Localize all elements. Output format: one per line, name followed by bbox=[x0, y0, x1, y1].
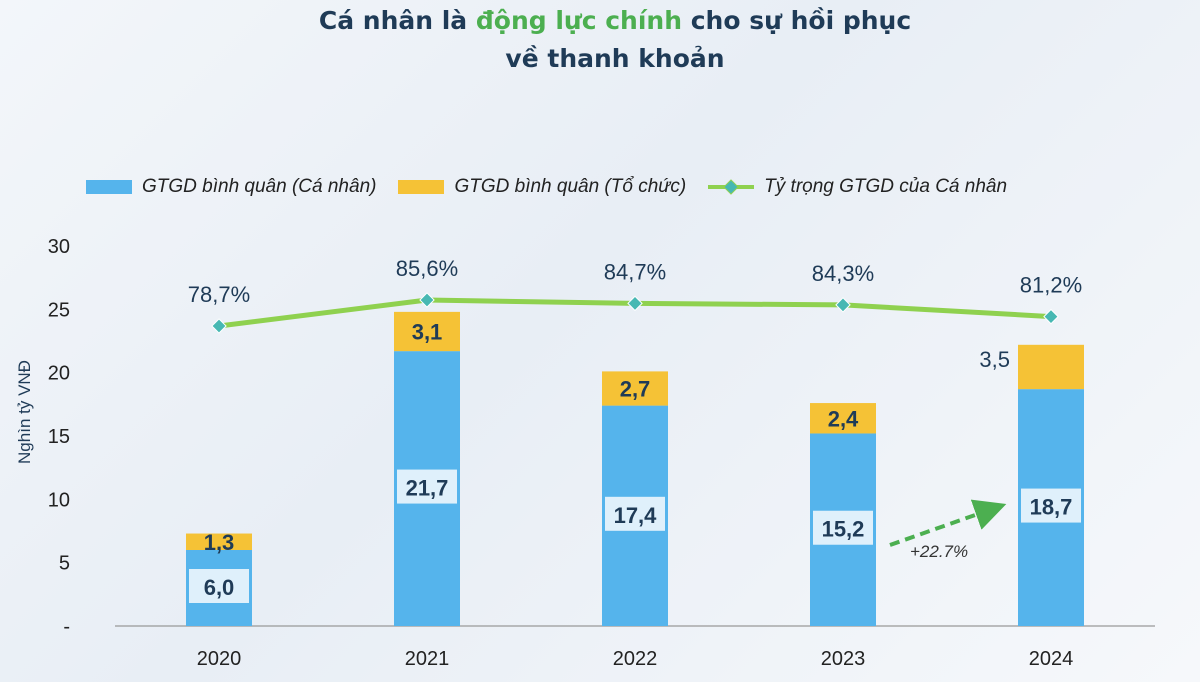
x-tick-label: 2024 bbox=[1029, 648, 1074, 670]
y-tick-label: 30 bbox=[48, 236, 70, 258]
growth-arrow bbox=[889, 499, 1007, 547]
bar-retail-label-box bbox=[189, 569, 249, 603]
bar-institution bbox=[186, 533, 252, 550]
y-tick-label: 10 bbox=[48, 489, 70, 511]
legend-item-share: Tỷ trọng GTGD của Cá nhân bbox=[708, 176, 1007, 198]
y-tick-label: 25 bbox=[48, 299, 70, 321]
share-label: 84,7% bbox=[604, 259, 666, 284]
bar-institution bbox=[394, 311, 460, 352]
bar-institution bbox=[602, 371, 668, 406]
legend-swatch-institution bbox=[398, 180, 445, 194]
legend-swatch-retail bbox=[86, 180, 132, 194]
legend-item-retail: GTGD bình quân (Cá nhân) bbox=[86, 176, 376, 198]
legend-label-retail: GTGD bình quân (Cá nhân) bbox=[142, 176, 377, 197]
share-label: 85,6% bbox=[396, 256, 458, 281]
legend-swatch-share bbox=[708, 179, 755, 195]
y-tick-label: 5 bbox=[59, 553, 70, 575]
bar-retail-label-box bbox=[813, 510, 873, 545]
legend: GTGD bình quân (Cá nhân) GTGD bình quân … bbox=[86, 176, 1029, 198]
growth-annotation: +22.7% bbox=[889, 499, 1007, 561]
title-part-2: cho sự hồi phục bbox=[682, 6, 912, 35]
bar-retail-label-box bbox=[1021, 488, 1081, 523]
share-point bbox=[627, 295, 643, 312]
share-label: 78,7% bbox=[188, 282, 250, 307]
bar-institution bbox=[810, 403, 876, 434]
title-part-1: Cá nhân là bbox=[318, 6, 476, 35]
bar-retail-label: 17,4 bbox=[614, 503, 658, 528]
share-label: 81,2% bbox=[1020, 273, 1082, 298]
bar-retail-label: 18,7 bbox=[1030, 495, 1073, 520]
bar-institution-label: 3,5 bbox=[979, 347, 1010, 372]
x-tick-label: 2021 bbox=[405, 648, 450, 670]
bar-retail-label: 15,2 bbox=[822, 517, 865, 542]
growth-label: +22.7% bbox=[910, 542, 968, 561]
bar-institution-label: 2,4 bbox=[828, 406, 859, 431]
share-line-layer: 78,7% 85,6% 84,7% 84,3% 81,2% bbox=[188, 256, 1082, 334]
bar-retail-label: 6,0 bbox=[204, 575, 235, 600]
bar-institution-label: 3,1 bbox=[412, 320, 443, 345]
bar-institution-label: 2,7 bbox=[620, 377, 651, 402]
bar-retail-label-box bbox=[605, 496, 665, 531]
x-tick-label: 2023 bbox=[821, 648, 866, 670]
bar-institution-label: 1,3 bbox=[204, 530, 235, 555]
legend-label-share: Tỷ trọng GTGD của Cá nhân bbox=[764, 176, 1008, 197]
share-label: 84,3% bbox=[812, 261, 874, 286]
title-line-2: về thanh khoản bbox=[505, 44, 725, 73]
bar-retail-label-box bbox=[397, 469, 457, 504]
y-axis: - 5 10 15 20 25 30 bbox=[48, 236, 70, 638]
x-axis: 2020 2021 2022 2023 2024 bbox=[197, 648, 1074, 670]
legend-label-institution: GTGD bình quân (Tổ chức) bbox=[454, 176, 687, 197]
x-tick-label: 2022 bbox=[613, 648, 658, 670]
y-axis-label: Nghìn tỷ VNĐ bbox=[15, 360, 34, 464]
bars-layer: 6,0 1,3 21,7 3,1 17,4 2,7 15,2 2,4 18,7 3,5 bbox=[186, 311, 1084, 626]
bar-institution bbox=[1018, 344, 1084, 390]
x-tick-label: 2020 bbox=[197, 648, 242, 670]
share-point bbox=[419, 292, 435, 308]
y-tick-label: 15 bbox=[48, 426, 70, 448]
share-point bbox=[1043, 308, 1059, 325]
legend-item-institution: GTGD bình quân (Tổ chức) bbox=[398, 176, 686, 198]
title-highlight: động lực chính bbox=[475, 6, 683, 35]
y-tick-label: - bbox=[63, 616, 70, 638]
share-point bbox=[835, 297, 851, 313]
chart-title: Cá nhân là động lực chính cho sự hồi phụ… bbox=[0, 2, 1200, 78]
bar-retail-label: 21,7 bbox=[406, 476, 449, 501]
share-point bbox=[211, 318, 227, 334]
y-tick-label: 20 bbox=[48, 363, 70, 385]
